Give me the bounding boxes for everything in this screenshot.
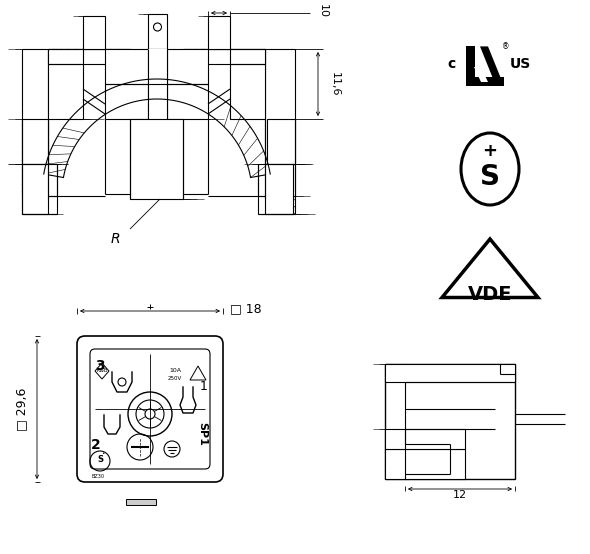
Bar [466,47,475,86]
Bar [48,49,83,119]
FancyBboxPatch shape [77,336,223,482]
Text: SP1: SP1 [197,422,207,446]
Text: S: S [480,163,500,191]
FancyBboxPatch shape [90,349,210,469]
Text: S: S [97,455,103,464]
Polygon shape [474,67,488,82]
Bar [385,449,465,479]
Bar [126,499,156,505]
Bar [385,429,465,449]
Bar [183,49,265,64]
Text: K&B: K&B [96,368,108,373]
Bar [385,364,515,382]
Bar [22,119,48,164]
Polygon shape [480,47,504,86]
Text: 10: 10 [318,4,328,18]
Text: □ 29,6: □ 29,6 [15,387,28,430]
Bar [83,16,105,49]
Text: 12: 12 [453,490,467,500]
Text: US: US [509,57,530,71]
Text: •: • [101,452,104,456]
Bar [466,77,504,86]
Text: 3: 3 [95,359,105,373]
Bar [130,119,183,199]
Text: 10A: 10A [169,368,181,373]
Bar [258,164,295,196]
Text: c: c [448,57,456,71]
Bar [22,164,48,214]
Bar [265,49,295,164]
Text: □ 18: □ 18 [230,302,261,315]
Text: VDE: VDE [468,285,512,304]
Text: 2: 2 [91,438,101,452]
Text: 250V: 250V [168,377,182,382]
Bar [265,164,293,214]
Text: R: R [110,232,120,246]
Bar [148,49,167,119]
Bar [267,119,295,164]
Bar [105,49,208,119]
Bar [22,49,48,164]
Text: BZ30: BZ30 [91,474,104,479]
Bar [385,364,515,479]
Bar [208,16,230,49]
Bar [48,49,130,64]
Bar [22,164,57,196]
Text: 1: 1 [200,381,208,393]
Text: ®: ® [502,43,510,52]
Text: 11,6: 11,6 [330,72,340,96]
Bar [148,14,167,49]
Text: +: + [483,142,497,160]
Bar [230,49,265,119]
